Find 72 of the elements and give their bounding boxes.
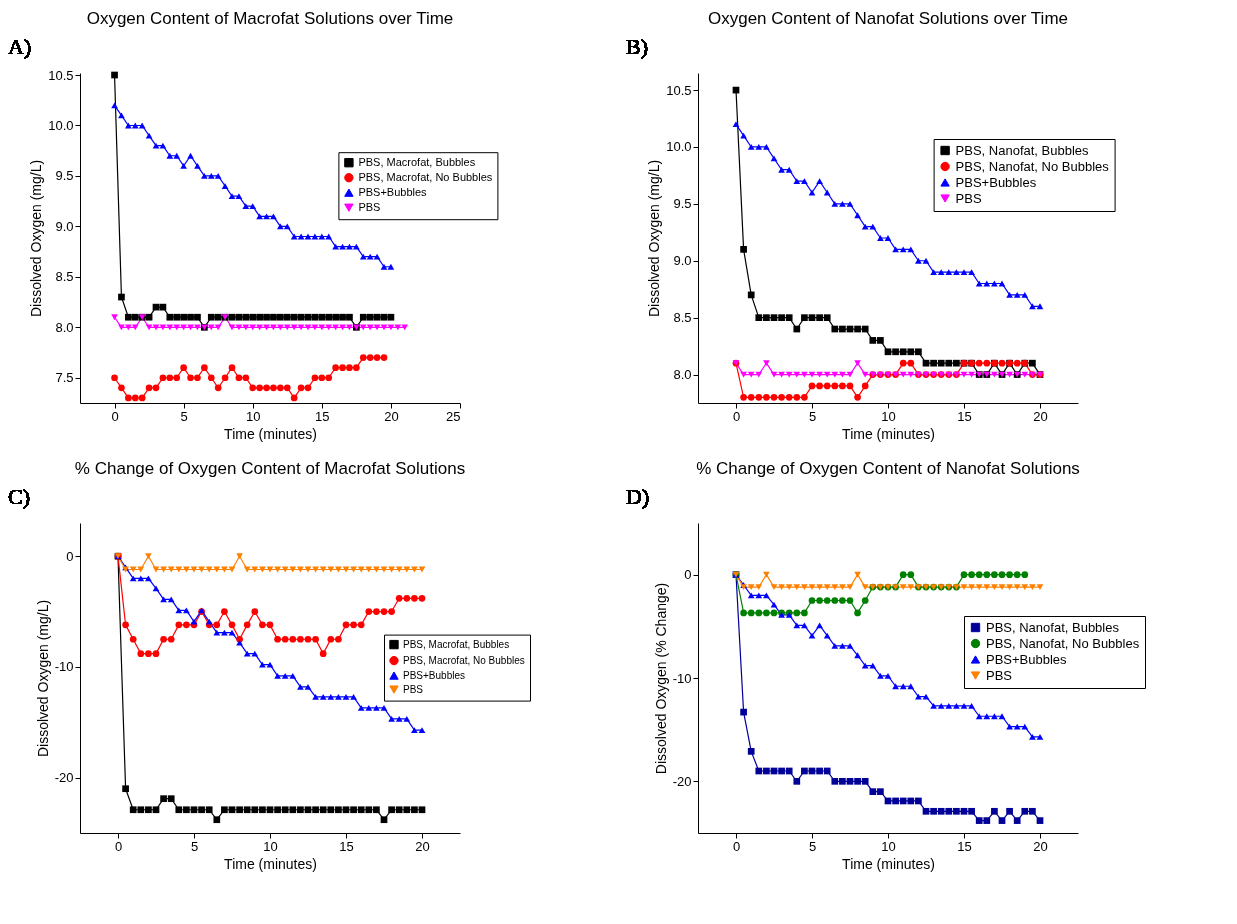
x-tick-label: 0 [111, 408, 119, 424]
legend-label: PBS, Macrofat, No Bubbles [358, 170, 493, 183]
chart-title: % Change of Oxygen Content of Macrofat Solutions [74, 459, 466, 478]
x-tick-label: 20 [1033, 838, 1048, 854]
y-tick-label: 10.5 [48, 67, 74, 83]
y-axis-title: Dissolved Oxygen (mg/L) [28, 159, 45, 318]
y-tick-label: 0 [66, 548, 74, 564]
y-tick-label: 10.0 [666, 139, 692, 155]
y-tick-label: 7.5 [55, 370, 74, 386]
legend-label: PBS, Macrofat, No Bubbles [403, 654, 525, 666]
x-tick-label: 20 [415, 838, 430, 854]
x-axis-title: Time (minutes) [842, 855, 935, 872]
y-tick-label: 8.0 [673, 367, 692, 383]
legend-label: PBS [403, 683, 424, 695]
x-axis-title: Time (minutes) [224, 855, 317, 872]
x-tick-label: 10 [263, 838, 278, 854]
x-tick-label: 10 [245, 408, 261, 424]
legend-label: PBS [358, 200, 381, 213]
chart-title: Oxygen Content of Macrofat Solutions over Time [86, 9, 454, 28]
legend-label: PBS, Nanofat, No Bubbles [955, 158, 1110, 174]
y-axis-title: Dissolved Oxygen (mg/L) [34, 599, 51, 758]
text: B) [626, 34, 648, 59]
y-tick-label: -10 [672, 670, 692, 686]
x-tick-label: 5 [180, 408, 188, 424]
x-tick-label: 0 [732, 838, 741, 854]
x-tick-label: 15 [957, 838, 972, 854]
x-tick-label: 10 [881, 838, 896, 854]
x-tick-label: 0 [114, 838, 123, 854]
x-tick-label: 5 [808, 408, 817, 424]
x-tick-label: 15 [339, 838, 354, 854]
y-tick-label: 10.5 [666, 82, 692, 98]
x-tick-label: 10 [881, 408, 896, 424]
legend-label: PBS, Nanofat, No Bubbles [986, 635, 1140, 651]
legend-label: PBS+Bubbles [986, 651, 1068, 667]
x-tick-label: 0 [732, 408, 741, 424]
y-tick-label: 8.5 [673, 310, 692, 326]
chart-title: Oxygen Content of Nanofat Solutions over Time [707, 9, 1069, 28]
legend-label: PBS [986, 667, 1013, 683]
y-tick-label: 9.5 [55, 168, 74, 184]
x-tick-label: 20 [1033, 408, 1048, 424]
x-tick-label: 20 [384, 408, 399, 424]
legend-label: PBS+Bubbles [358, 185, 428, 198]
y-tick-label: 8.0 [55, 319, 74, 335]
y-tick-label: 9.0 [55, 218, 74, 234]
chart-title: % Change of Oxygen Content of Nanofat Solutions [696, 459, 1080, 478]
legend-label: PBS+Bubbles [403, 669, 465, 681]
y-tick-label: 8.5 [55, 269, 74, 285]
legend-label: PBS+Bubbles [955, 174, 1037, 190]
text: C) [8, 484, 30, 509]
x-tick-label: 15 [957, 408, 972, 424]
legend-label: PBS, Nanofat, Bubbles [955, 142, 1090, 158]
x-tick-label: 5 [808, 838, 817, 854]
y-tick-label: -20 [672, 773, 692, 789]
y-tick-label: 9.0 [673, 253, 692, 269]
y-tick-label: 0 [684, 567, 692, 583]
text: A) [8, 34, 32, 59]
legend-label: PBS, Macrofat, Bubbles [358, 155, 476, 168]
text: D) [626, 484, 650, 509]
legend-label: PBS [955, 190, 982, 206]
x-tick-label: 15 [315, 408, 330, 424]
x-axis-title: Time (minutes) [224, 425, 317, 442]
legend-label: PBS, Nanofat, Bubbles [986, 619, 1120, 635]
x-tick-label: 5 [190, 838, 199, 854]
y-tick-label: -20 [54, 770, 74, 786]
y-axis-title: Dissolved Oxygen (% Change) [652, 582, 669, 775]
x-tick-label: 25 [446, 408, 461, 424]
x-axis-title: Time (minutes) [842, 425, 935, 442]
legend-label: PBS, Macrofat, Bubbles [403, 638, 510, 650]
y-tick-label: -10 [54, 659, 74, 675]
y-tick-label: 10.0 [48, 117, 74, 133]
y-tick-label: 9.5 [673, 196, 692, 212]
y-axis-title: Dissolved Oxygen (mg/L) [646, 159, 663, 318]
